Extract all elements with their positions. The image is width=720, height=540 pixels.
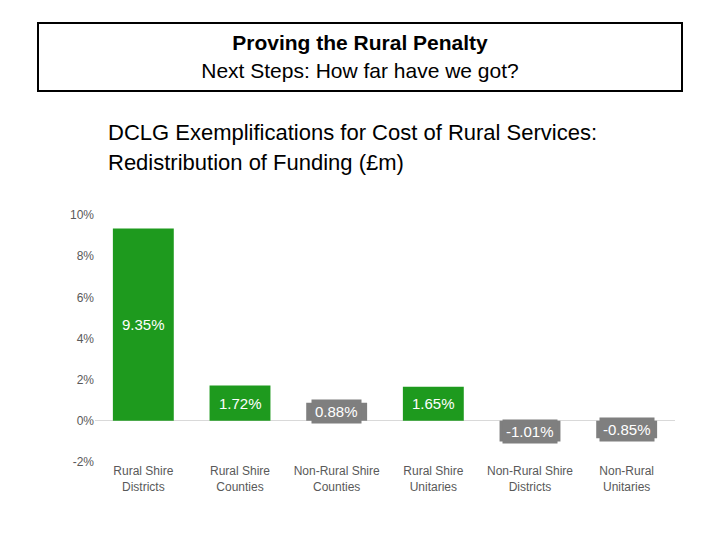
svg-text:9.35%: 9.35% bbox=[122, 316, 165, 333]
svg-text:Non-Rural ShireCounties: Non-Rural ShireCounties bbox=[294, 464, 380, 494]
svg-text:-0.85%: -0.85% bbox=[603, 421, 651, 438]
svg-text:1.72%: 1.72% bbox=[219, 395, 262, 412]
svg-text:Rural ShireUnitaries: Rural ShireUnitaries bbox=[403, 464, 463, 494]
svg-text:0.88%: 0.88% bbox=[315, 403, 358, 420]
svg-text:2%: 2% bbox=[77, 373, 95, 387]
svg-text:10%: 10% bbox=[70, 208, 94, 222]
svg-text:Rural ShireCounties: Rural ShireCounties bbox=[210, 464, 270, 494]
svg-text:Rural ShireDistricts: Rural ShireDistricts bbox=[113, 464, 173, 494]
svg-text:-2%: -2% bbox=[73, 455, 95, 469]
svg-text:8%: 8% bbox=[77, 249, 95, 263]
svg-text:Non-Rural ShireDistricts: Non-Rural ShireDistricts bbox=[487, 464, 573, 494]
svg-text:-1.01%: -1.01% bbox=[506, 423, 554, 440]
html-text:DCLG Exemplifications for Cost: DCLG Exemplifications for Cost of Rural … bbox=[108, 120, 598, 175]
html-text:Proving the Rural Penalty: Proving the Rural Penalty bbox=[232, 31, 488, 54]
svg-text:4%: 4% bbox=[77, 332, 95, 346]
svg-text:1.65%: 1.65% bbox=[412, 395, 455, 412]
svg-text:0%: 0% bbox=[77, 414, 95, 428]
svg-text:Non-RuralUnitaries: Non-RuralUnitaries bbox=[599, 464, 654, 494]
html-text:Next Steps: How far have we go: Next Steps: How far have we got? bbox=[201, 59, 519, 82]
svg-text:6%: 6% bbox=[77, 291, 95, 305]
